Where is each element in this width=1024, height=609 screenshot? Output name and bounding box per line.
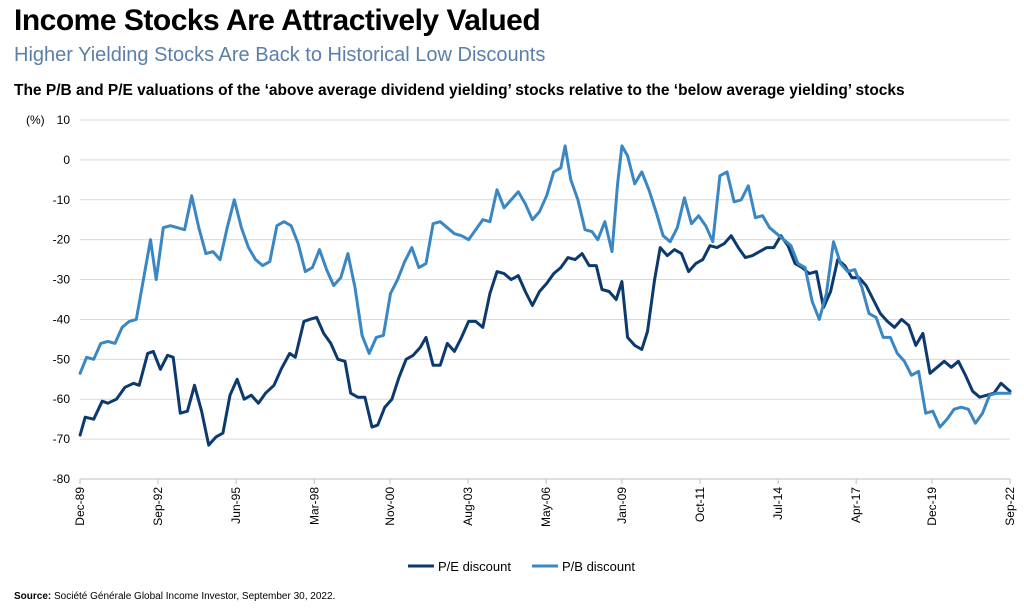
y-tick-label: -60	[53, 392, 71, 406]
y-tick-label: -50	[53, 352, 71, 366]
x-tick-label: Sep-92	[151, 487, 165, 526]
x-tick-label: Apr-17	[849, 487, 863, 523]
y-tick-label: -70	[53, 432, 71, 446]
source-text: Société Générale Global Income Investor,…	[51, 591, 336, 602]
y-tick-label: 0	[63, 153, 70, 167]
y-axis: 10 0 -10 -20 -30 -40 -50 -60 -70 -80	[53, 113, 71, 486]
x-tick-label: Aug-03	[461, 487, 475, 526]
x-tick-label: Jun-95	[229, 487, 243, 524]
page-subtitle: Higher Yielding Stocks Are Back to Histo…	[14, 44, 546, 66]
x-axis: Dec-89 Sep-92 Jun-95 Mar-98 Nov-00 Aug-03 May-…	[73, 478, 1017, 527]
y-tick-label: 10	[57, 113, 71, 127]
x-tick-label: Dec-19	[925, 487, 939, 526]
source-note: Source: Société Générale Global Income I…	[14, 591, 335, 602]
x-tick-label: Jul-14	[771, 487, 785, 520]
x-tick-label: Dec-89	[73, 487, 87, 526]
x-tick-label: Sep-22	[1003, 487, 1017, 526]
y-tick-label: -40	[53, 312, 71, 326]
x-tick-label: Oct-11	[693, 487, 707, 522]
y-tick-label: -20	[53, 233, 71, 247]
y-tick-label: -30	[53, 273, 71, 287]
y-axis-label: (%)	[26, 113, 45, 127]
y-tick-label: -10	[53, 193, 71, 207]
chart-caption: The P/B and P/E valuations of the ‘above…	[14, 82, 905, 99]
x-tick-label: Jan-09	[615, 487, 629, 524]
grid-lines	[80, 119, 1010, 480]
y-tick-label: -80	[53, 472, 71, 486]
x-tick-label: Mar-98	[307, 487, 321, 525]
page-title: Income Stocks Are Attractively Valued	[14, 4, 541, 37]
legend-entry: P/E discount	[438, 559, 511, 574]
series-line-2	[78, 144, 1012, 429]
series-lines	[78, 144, 1012, 447]
series-line-1	[78, 234, 1012, 447]
source-label: Source:	[14, 591, 52, 602]
legend-entry: P/B discount	[562, 559, 635, 574]
legend: P/E discount P/B discount	[408, 559, 635, 574]
x-tick-label: Nov-00	[383, 487, 397, 526]
x-tick-label: May-06	[539, 487, 553, 527]
